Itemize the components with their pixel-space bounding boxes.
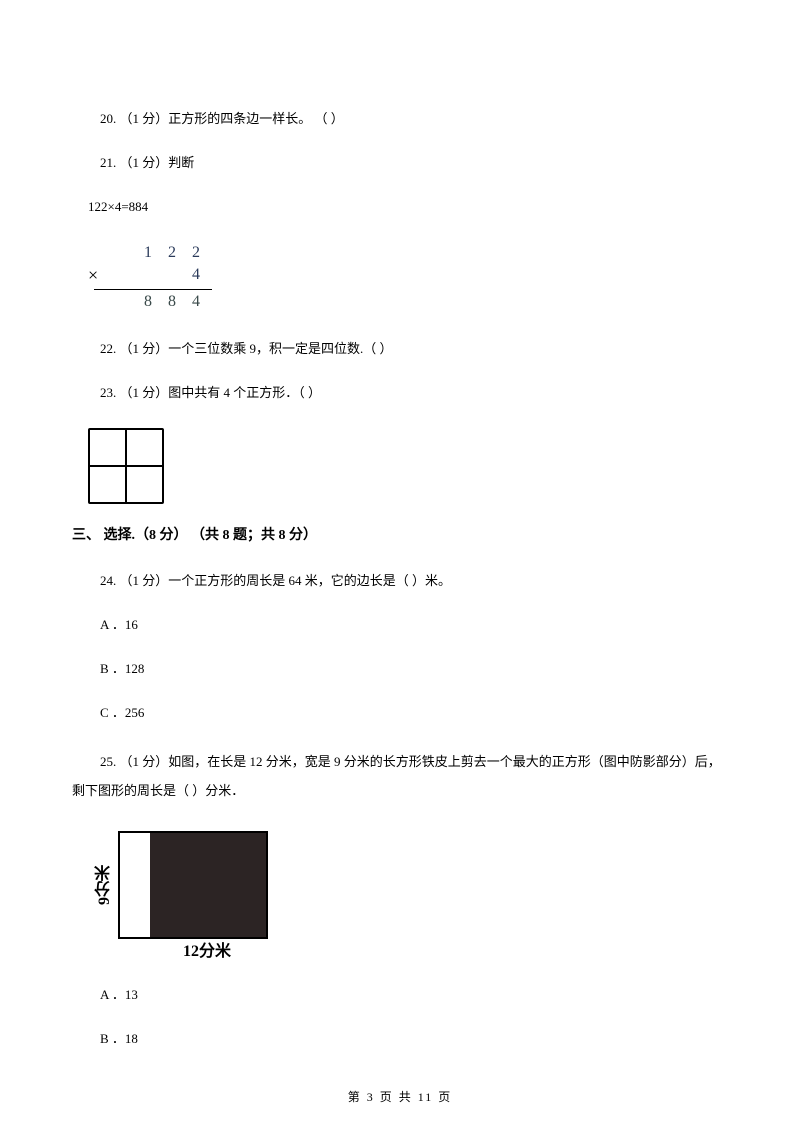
calc-digit: 1	[136, 242, 160, 264]
grid-hline	[90, 465, 162, 467]
q25-option-b: B ．18	[72, 1030, 728, 1048]
q25-figure-body: 9分米	[94, 831, 274, 939]
q24-option-c: C ．256	[72, 704, 728, 722]
question-23: 23. （1 分）图中共有 4 个正方形．（ ）	[72, 384, 728, 402]
question-21-text: 21. （1 分）判断	[72, 154, 728, 172]
q25-ylabel: 9分米	[94, 865, 116, 905]
q25-xlabel: 12分米	[140, 941, 274, 963]
q25-rectangle	[118, 831, 268, 939]
calc-rule	[94, 289, 212, 290]
calc-row-2: × 4	[88, 265, 728, 287]
calc-digit: 8	[136, 291, 160, 313]
question-20: 20. （1 分）正方形的四条边一样长。 （ ）	[72, 110, 728, 128]
calc-digit: 4	[184, 264, 208, 286]
q25-figure: 9分米 12分米	[94, 831, 274, 963]
q24-option-b: B ．128	[72, 660, 728, 678]
q25-cut-square	[150, 833, 266, 937]
calc-digit: 2	[184, 242, 208, 264]
calc-row-3: 8 8 4	[88, 292, 728, 314]
page-footer: 第 3 页 共 11 页	[0, 1089, 800, 1106]
calc-digit: 4	[184, 291, 208, 313]
multiply-icon: ×	[88, 263, 112, 288]
q24-option-a: A ．16	[72, 616, 728, 634]
q25-remaining-area	[120, 833, 150, 937]
question-21-eq: 122×4=884	[88, 198, 728, 216]
calc-row-1: 1 2 2	[88, 243, 728, 265]
calc-digit: 8	[160, 291, 184, 313]
calc-digit: 2	[160, 242, 184, 264]
q25-option-a: A ．13	[72, 986, 728, 1004]
question-24: 24. （1 分）一个正方形的周长是 64 米，它的边长是（ ）米。	[72, 572, 728, 590]
square-2x2-figure	[88, 428, 164, 504]
multiplication-work: 1 2 2 × 4 8 8 4	[88, 243, 728, 314]
question-25: 25. （1 分）如图，在长是 12 分米，宽是 9 分米的长方形铁皮上剪去一个…	[72, 748, 728, 805]
question-22: 22. （1 分）一个三位数乘 9，积一定是四位数.（ ）	[72, 340, 728, 358]
section-3-header: 三、 选择.（8 分） （共 8 题；共 8 分）	[72, 526, 728, 546]
